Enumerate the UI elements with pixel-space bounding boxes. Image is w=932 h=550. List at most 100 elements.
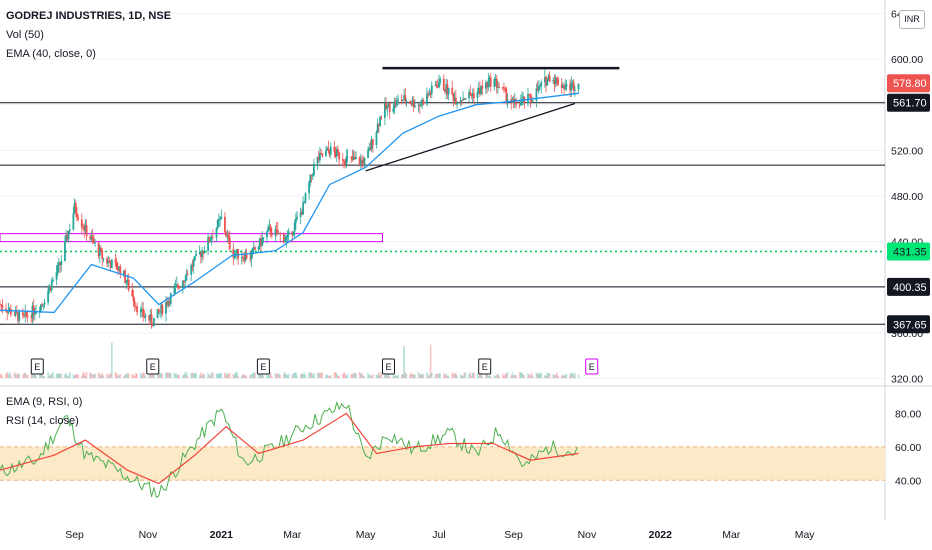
- volume-bar: [309, 372, 312, 378]
- earnings-marker-label: E: [482, 362, 488, 372]
- time-tick-label: Mar: [283, 529, 302, 541]
- time-tick-label: Mar: [722, 529, 741, 541]
- candle-body: [109, 262, 112, 269]
- candle-body: [369, 147, 372, 150]
- candle-body: [276, 229, 279, 235]
- volume-bar: [84, 375, 87, 378]
- volume-bar: [453, 374, 456, 378]
- candle-body: [545, 77, 547, 86]
- candle-body: [124, 270, 126, 283]
- volume-bar: [184, 372, 187, 378]
- candle-body: [476, 92, 479, 99]
- candle-body: [101, 250, 104, 259]
- candle-body: [362, 160, 365, 166]
- candle-body: [565, 84, 568, 87]
- volume-bar: [58, 373, 60, 378]
- volume-bar: [212, 372, 214, 378]
- price-tag-label: 431.35: [893, 247, 927, 259]
- price-tag-label: 367.65: [893, 319, 927, 331]
- time-tick-label: Sep: [65, 529, 84, 541]
- volume-bar: [513, 374, 516, 378]
- candle-body: [329, 146, 332, 155]
- candle-body: [89, 236, 92, 240]
- volume-bar: [548, 373, 551, 378]
- volume-bar: [292, 372, 295, 378]
- zone-rect: [0, 233, 383, 243]
- price-tick-label: 480.00: [891, 191, 923, 203]
- candle-body: [506, 99, 509, 102]
- candle-body: [405, 101, 408, 103]
- candle-body: [177, 284, 179, 288]
- volume-bar: [101, 372, 104, 378]
- price-tick-label: 600.00: [891, 54, 923, 66]
- candle-body: [211, 237, 214, 239]
- rsi-ema-legend[interactable]: EMA (9, RSI, 0): [6, 396, 83, 408]
- candle-body: [325, 150, 327, 157]
- volume-bar: [102, 375, 105, 378]
- volume-bar: [77, 374, 79, 378]
- volume-bar: [127, 373, 130, 378]
- volume-bar: [344, 373, 346, 378]
- volume-bar: [182, 375, 184, 378]
- earnings-marker-label: E: [385, 362, 391, 372]
- volume-bar: [338, 375, 340, 378]
- candle-body: [417, 104, 420, 106]
- volume-bar: [327, 375, 330, 378]
- candle-body: [274, 229, 277, 236]
- candle-body: [39, 304, 42, 311]
- volume-bar: [277, 374, 279, 378]
- candle-body: [537, 86, 540, 91]
- volume-bar: [553, 374, 556, 378]
- volume-bar: [216, 373, 219, 378]
- currency-button[interactable]: INR: [899, 10, 925, 29]
- candle-body: [555, 77, 558, 79]
- volume-bar: [93, 374, 95, 378]
- candle-body: [487, 80, 490, 88]
- volume-bar: [351, 374, 354, 378]
- volume-bar: [183, 374, 185, 378]
- candle-body: [428, 92, 431, 96]
- volume-bar: [434, 374, 437, 378]
- candle-body: [341, 159, 344, 161]
- time-tick-label: Nov: [139, 529, 158, 541]
- volume-bar: [261, 373, 263, 378]
- volume-bar: [254, 372, 256, 378]
- candle-body: [304, 193, 307, 202]
- candle-body: [316, 157, 319, 164]
- candle-body: [258, 238, 261, 247]
- volume-bar: [498, 375, 500, 378]
- candle-body: [317, 157, 320, 161]
- volume-bar: [501, 373, 504, 378]
- volume-bar: [518, 372, 521, 378]
- candle-body: [394, 101, 397, 106]
- volume-bar: [141, 375, 143, 378]
- volume-bar: [486, 373, 488, 378]
- candle-body: [363, 157, 366, 166]
- candle-body: [284, 239, 286, 243]
- price-tag-label: 561.70: [893, 98, 927, 110]
- volume-bar: [295, 372, 297, 378]
- candle-body: [343, 160, 345, 163]
- volume-bar: [363, 375, 366, 378]
- volume-bar: [192, 373, 195, 378]
- candle-body: [293, 222, 296, 232]
- volume-legend[interactable]: Vol (50): [6, 29, 44, 41]
- rsi-legend[interactable]: RSI (14, close): [6, 415, 79, 427]
- candle-body: [84, 225, 87, 231]
- volume-bar: [577, 374, 580, 378]
- candle-body: [82, 226, 84, 228]
- ema-legend[interactable]: EMA (40, close, 0): [6, 48, 96, 60]
- candle-body: [233, 254, 236, 258]
- volume-bar: [562, 375, 564, 378]
- volume-bar: [503, 375, 505, 378]
- volume-bar: [262, 375, 265, 378]
- volume-bar: [133, 375, 136, 378]
- volume-bar: [447, 375, 450, 378]
- candle-body: [7, 310, 10, 313]
- candle-body: [190, 264, 193, 275]
- volume-bar: [72, 374, 75, 378]
- volume-bar: [572, 375, 575, 378]
- candle-body: [26, 315, 29, 317]
- candle-body: [564, 86, 567, 90]
- volume-bar: [55, 374, 58, 378]
